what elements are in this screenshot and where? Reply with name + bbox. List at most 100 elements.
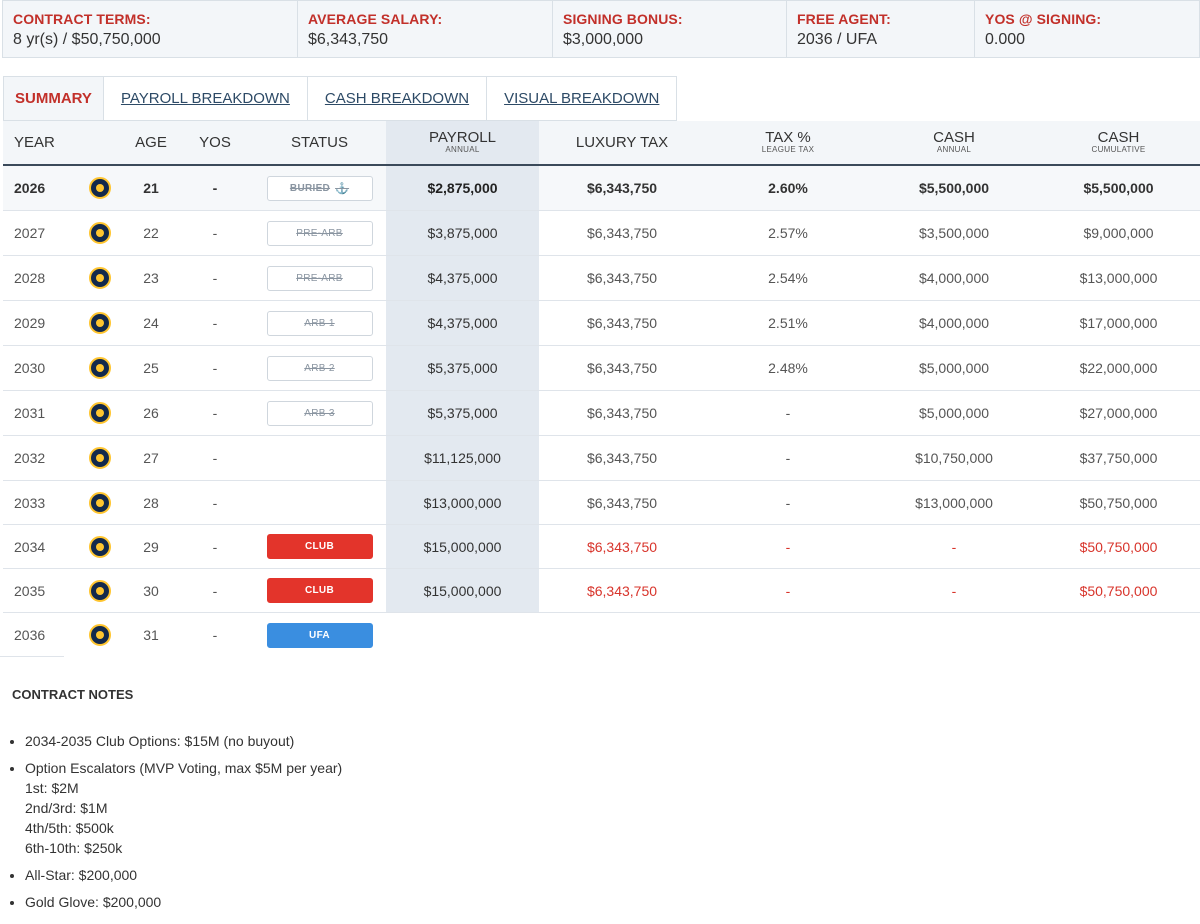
summary-value: $3,000,000 — [563, 31, 644, 48]
summary-signing-bonus: SIGNING BONUS: $3,000,000 — [553, 1, 787, 57]
cell-cash-cumulative: $27,000,000 — [1079, 405, 1158, 421]
cell-status: CLUB — [253, 569, 386, 612]
header-luxury-tax[interactable]: LUXURY TAX — [539, 121, 705, 164]
cell-tax-pct: - — [785, 538, 791, 555]
team-logo-icon[interactable] — [89, 312, 111, 334]
cell-tax-pct: - — [785, 582, 791, 599]
status-badge-label: PRE-ARB — [296, 272, 343, 284]
cell-luxury-tax: $6,343,750 — [586, 405, 658, 421]
header-tax-pct-label: TAX % — [765, 129, 811, 146]
cell-cash: $4,000,000 — [918, 270, 990, 286]
summary-label: AVERAGE SALARY: — [308, 11, 443, 27]
summary-free-agent: FREE AGENT: 2036 / UFA — [787, 1, 975, 57]
cell-status: PRE-ARB — [253, 256, 386, 300]
team-logo-icon[interactable] — [89, 402, 111, 424]
tab-summary[interactable]: SUMMARY — [3, 76, 104, 121]
summary-label: CONTRACT TERMS: — [13, 11, 151, 27]
team-logo-icon[interactable] — [89, 535, 111, 558]
cell-cash: $3,500,000 — [918, 225, 990, 241]
table-row: 2036 31 - UFA — [3, 613, 1200, 657]
cell-team-logo — [75, 481, 125, 524]
status-badge-label: ARB 2 — [304, 362, 335, 374]
cell-status: BURIED ⚓ — [253, 166, 386, 210]
contract-note-line: 2034-2035 Club Options: $15M (no buyout) — [25, 733, 295, 749]
cell-year: 2028 — [14, 270, 46, 286]
cell-yos: - — [212, 180, 218, 196]
cell-payroll: $15,000,000 — [386, 525, 539, 568]
status-badge[interactable]: CLUB — [266, 534, 373, 559]
cell-yos: - — [212, 582, 218, 599]
header-yos-label: YOS — [199, 134, 231, 151]
cell-status — [253, 481, 386, 524]
cell-tax-pct: - — [785, 450, 791, 466]
cell-year: 2034 — [14, 538, 46, 555]
header-year-label: YEAR — [14, 134, 55, 151]
status-badge[interactable]: ARB 3 — [266, 400, 373, 426]
status-badge-label: BURIED — [289, 182, 331, 194]
cell-age: 28 — [143, 494, 159, 511]
cell-payroll: $5,375,000 — [386, 346, 539, 390]
team-logo-icon[interactable] — [89, 222, 111, 244]
cell-tax-pct: 2.54% — [768, 270, 808, 286]
table-row: 2026 21 - BURIED ⚓ $2,875,000 $6,343,750 2.60% $… — [3, 166, 1200, 211]
tab-visual-breakdown[interactable]: VISUAL BREAKDOWN — [487, 76, 678, 121]
cell-yos: - — [212, 315, 218, 331]
team-logo-mark — [96, 229, 104, 237]
header-age[interactable]: AGE — [125, 121, 177, 164]
team-logo-icon[interactable] — [89, 624, 111, 646]
tab-payroll-breakdown[interactable]: PAYROLL BREAKDOWN — [103, 76, 308, 121]
header-payroll[interactable]: PAYROLL ANNUAL — [386, 121, 539, 164]
cell-yos: - — [212, 538, 218, 555]
cell-payroll: $15,000,000 — [386, 569, 539, 612]
table-row: 2034 29 - CLUB $15,000,000 $6,343,750 - - $50,75… — [3, 525, 1200, 569]
header-yos[interactable]: YOS — [177, 121, 253, 164]
cell-team-logo — [75, 166, 125, 210]
cell-age: 25 — [143, 360, 159, 376]
header-payroll-sub: ANNUAL — [445, 145, 480, 154]
header-year[interactable]: YEAR — [3, 121, 75, 164]
cell-cash: $4,000,000 — [918, 315, 990, 331]
team-logo-icon[interactable] — [89, 579, 111, 602]
contract-note-line: 2nd/3rd: $1M — [25, 800, 108, 816]
team-logo-icon[interactable] — [89, 491, 111, 514]
status-badge[interactable]: PRE-ARB — [266, 220, 373, 246]
tab-cash-breakdown[interactable]: CASH BREAKDOWN — [307, 76, 488, 121]
cell-team-logo — [75, 436, 125, 480]
contract-notes-title: CONTRACT NOTES — [12, 687, 134, 702]
header-status[interactable]: STATUS — [253, 121, 386, 164]
cell-yos: - — [212, 360, 218, 376]
status-badge[interactable]: CLUB — [266, 578, 373, 603]
header-tax-pct[interactable]: TAX % LEAGUE TAX — [705, 121, 871, 164]
team-logo-icon[interactable] — [89, 177, 111, 199]
cell-yos: - — [212, 405, 218, 421]
header-cash-cum-sub: CUMULATIVE — [1091, 145, 1146, 154]
table-row: 2028 23 - PRE-ARB $4,375,000 $6,343,750 2.54% $… — [3, 256, 1200, 301]
summary-label: YOS @ SIGNING: — [985, 11, 1102, 27]
cell-cash: $5,500,000 — [918, 180, 990, 196]
team-logo-icon[interactable] — [89, 267, 111, 289]
contract-note-line: 6th-10th: $250k — [25, 840, 123, 856]
cell-tax-pct: - — [785, 405, 791, 421]
cell-luxury-tax — [539, 613, 705, 657]
status-badge[interactable]: BURIED ⚓ — [266, 175, 373, 201]
cell-payroll — [386, 613, 539, 657]
header-cash-cum-label: CASH — [1097, 129, 1140, 146]
summary-average-salary: AVERAGE SALARY: $6,343,750 — [298, 1, 553, 57]
team-logo-icon[interactable] — [89, 447, 111, 469]
status-badge[interactable]: UFA — [266, 622, 373, 648]
status-badge[interactable]: PRE-ARB — [266, 265, 373, 291]
contract-note-line: Option Escalators (MVP Voting, max $5M p… — [25, 760, 343, 776]
cell-luxury-tax: $6,343,750 — [586, 360, 658, 376]
table-row: 2033 28 - $13,000,000 $6,343,750 - $13,000,000… — [3, 481, 1200, 525]
header-cash-cumulative[interactable]: CASH CUMULATIVE — [1037, 121, 1200, 164]
cell-age: 31 — [143, 627, 159, 643]
cell-status: CLUB — [253, 525, 386, 568]
status-badge[interactable]: ARB 2 — [266, 355, 373, 381]
cell-payroll: $3,875,000 — [386, 211, 539, 255]
header-cash[interactable]: CASH ANNUAL — [871, 121, 1037, 164]
status-badge[interactable]: ARB 1 — [266, 310, 373, 336]
cell-cash-cumulative — [1037, 613, 1200, 657]
status-badge-label: CLUB — [305, 541, 334, 552]
cell-cash-cumulative: $50,750,000 — [1079, 582, 1158, 599]
team-logo-icon[interactable] — [89, 357, 111, 379]
